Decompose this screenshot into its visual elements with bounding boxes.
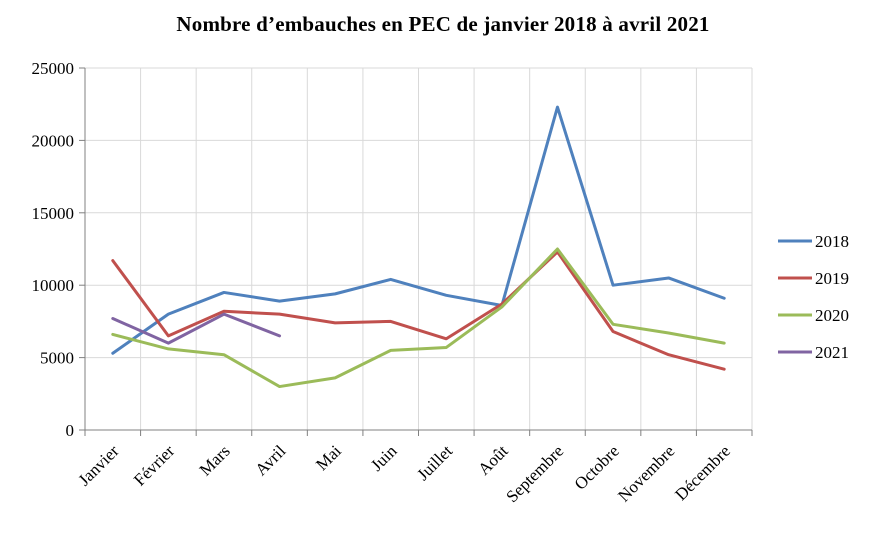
x-tick-label: Mai	[312, 441, 345, 474]
legend-label-2018: 2018	[815, 232, 849, 251]
y-tick-label: 15000	[32, 204, 75, 223]
y-tick-label: 0	[66, 421, 75, 440]
series-line-2020	[111, 247, 726, 389]
x-tick-label: Novembre	[614, 441, 678, 505]
legend-item-2021: 2021	[778, 343, 849, 362]
legend-item-2020: 2020	[778, 306, 849, 325]
x-tick-label: Août	[474, 441, 512, 479]
x-tick-label: Juillet	[413, 441, 456, 484]
legend-label-2021: 2021	[815, 343, 849, 362]
chart-title: Nombre d’embauches en PEC de janvier 201…	[176, 12, 710, 36]
y-tick-label: 10000	[32, 276, 75, 295]
series-line-2018	[111, 105, 726, 355]
x-gridlines	[140, 68, 753, 430]
y-tick-label: 5000	[40, 349, 74, 368]
y-tick-label: 20000	[32, 131, 75, 150]
x-tick-label: Avril	[251, 441, 289, 479]
series-line-2019	[111, 250, 726, 371]
legend-item-2019: 2019	[778, 269, 849, 288]
legend: 2018 2019 2020 2021	[778, 232, 849, 362]
tick-marks	[79, 67, 753, 436]
x-tick-label: Octobre	[571, 441, 623, 493]
legend-label-2019: 2019	[815, 269, 849, 288]
series-line-2021	[111, 312, 282, 345]
x-tick-label: Janvier	[74, 441, 122, 489]
y-gridlines	[85, 67, 752, 359]
legend-label-2020: 2020	[815, 306, 849, 325]
y-tick-labels: 0 5000 10000 15000 20000 25000	[32, 59, 75, 440]
legend-item-2018: 2018	[778, 232, 849, 251]
x-tick-label: Février	[130, 441, 178, 489]
x-tick-label: Septembre	[502, 441, 567, 506]
y-tick-label: 25000	[32, 59, 75, 78]
x-tick-label: Mars	[196, 441, 234, 479]
x-tick-label: Décembre	[671, 441, 734, 504]
x-tick-labels: Janvier Février Mars Avril Mai Juin Juillet Aoû…	[74, 441, 734, 506]
x-tick-label: Juin	[367, 441, 401, 475]
